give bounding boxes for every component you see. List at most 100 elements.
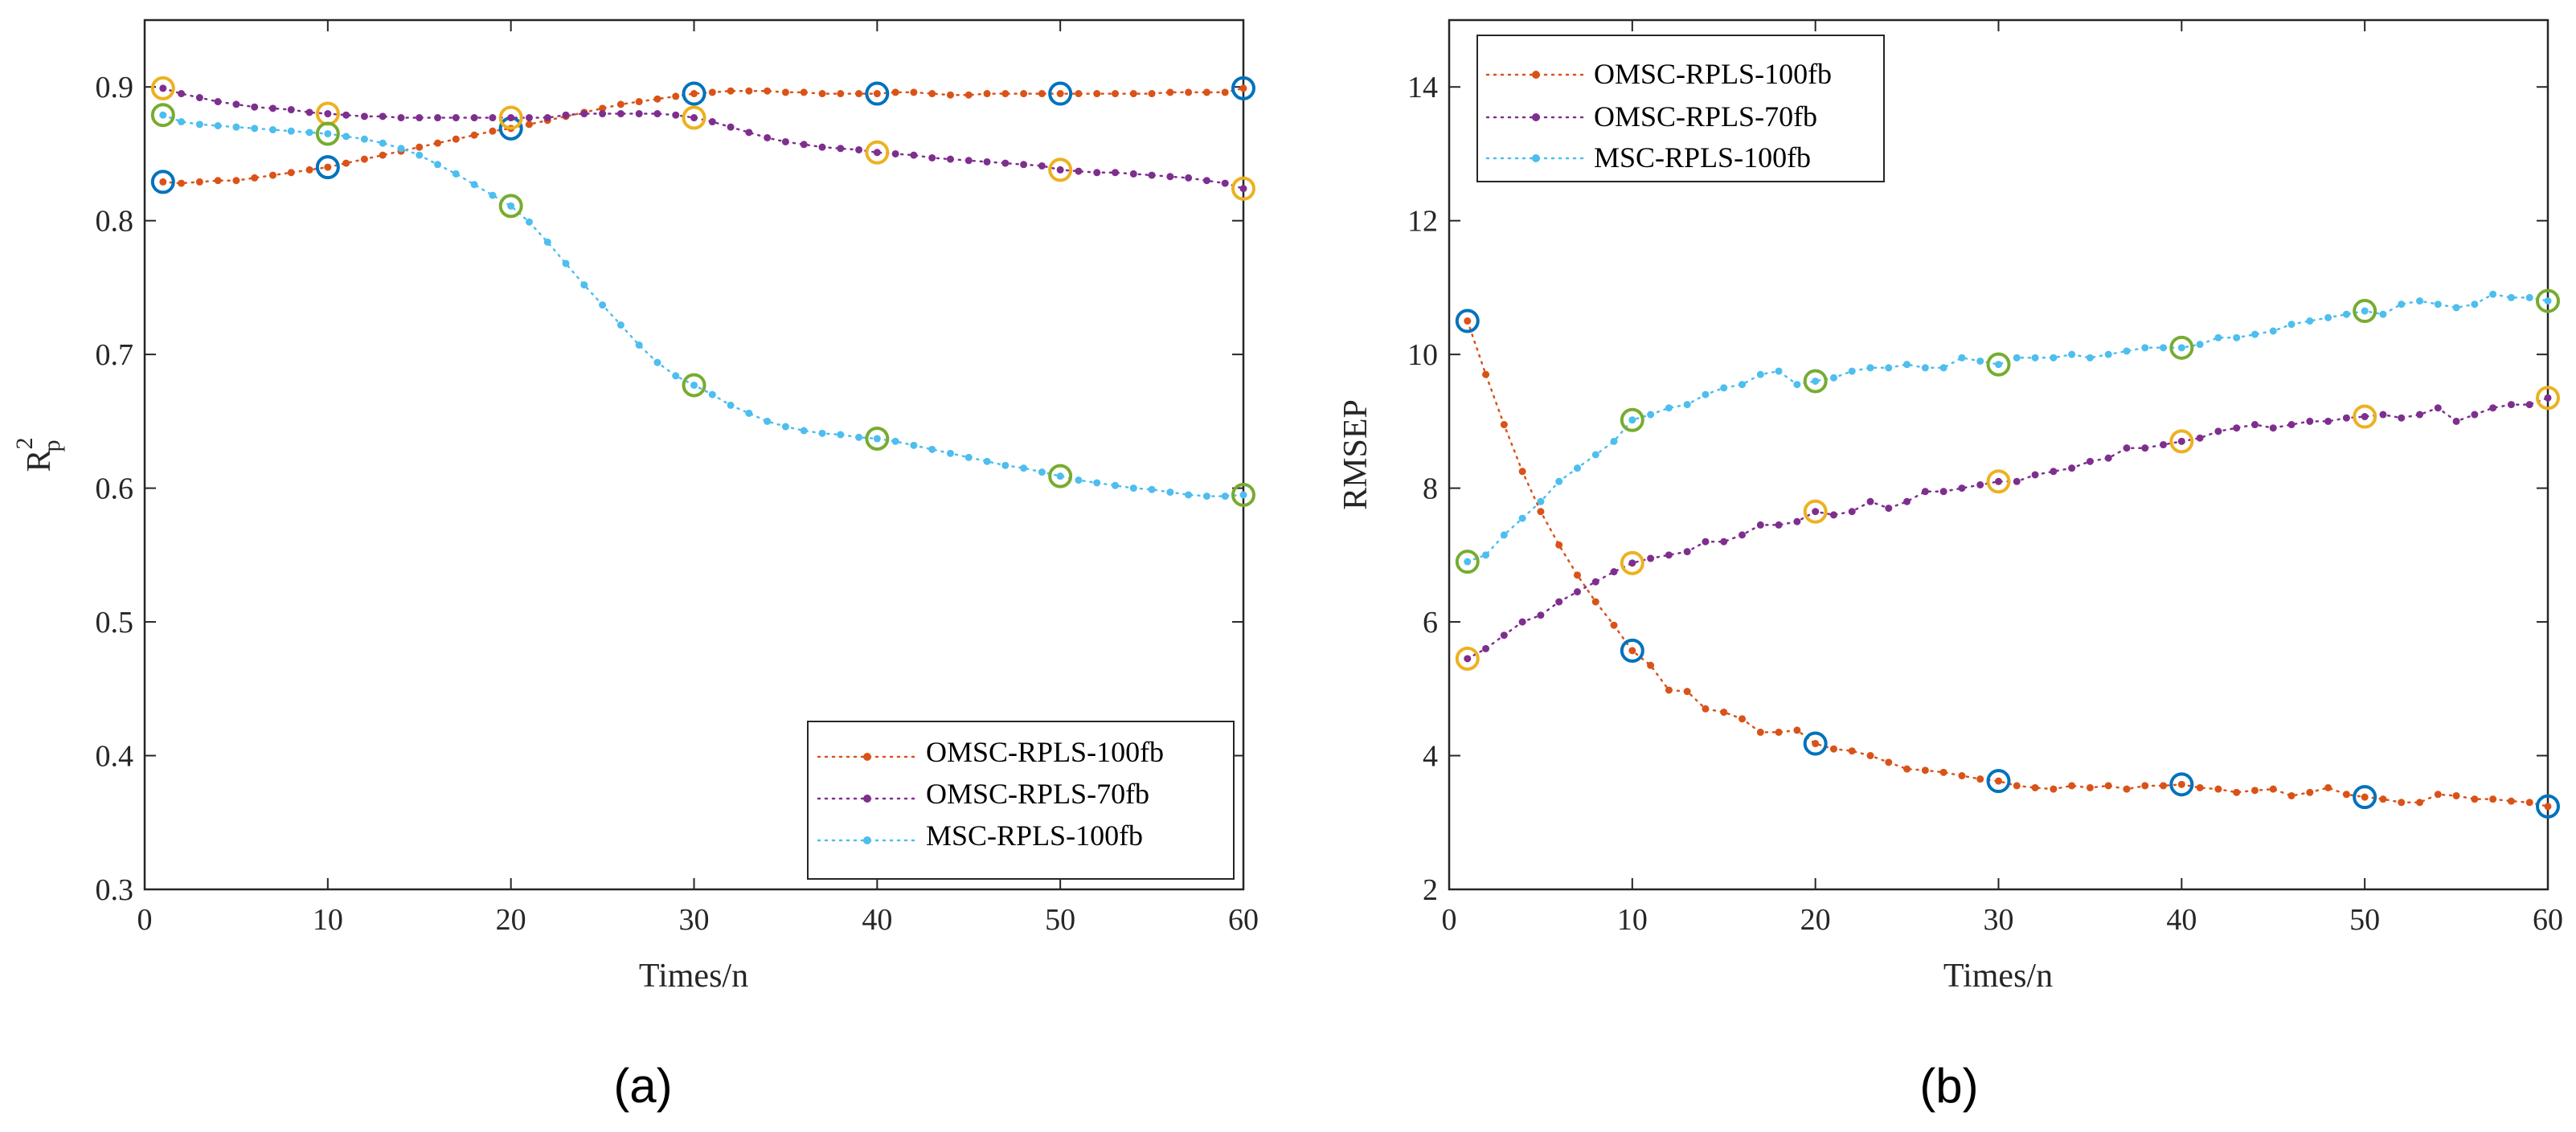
chart-a-series-1-point [507,114,515,122]
chart-a-series-1-point [397,114,405,122]
chart-b-series-2-point [1610,437,1618,445]
chart-b-series-1-point [2361,413,2369,421]
chart-b-series-2-marker-1 [1620,407,1644,432]
chart-b-xtick-label-3: 30 [1984,903,2014,937]
chart-b-series-0-point [1885,758,1893,766]
chart-b-series-0-point [2123,785,2131,793]
chart-a-series-0-point [1075,90,1083,98]
chart-b-series-1-point [1720,537,1728,546]
chart-a-series-2-point [507,202,515,210]
chart-b-series-1-point [1921,488,1929,496]
chart-a-series-0-point [983,90,991,98]
chart-a-series-1-point [837,145,845,153]
chart-b-series-1-point [2086,457,2094,465]
chart-a-ytick-label-0: 0.3 [96,873,134,907]
chart-b-series-2-point [2196,341,2204,349]
chart-a-series-1-point [873,149,881,157]
chart-b-series-1-point [1591,578,1599,586]
chart-a-series [150,76,1255,507]
chart-a-series-1-point [214,98,222,106]
chart-b-series-0-point [1976,775,1984,783]
chart-b-series-1-point [2452,417,2460,425]
chart-a-series-1-point [946,155,954,163]
chart-b-legend-entry-0: OMSC-RPLS-100fb [1594,58,1832,90]
chart-b-series-1-point [1829,511,1837,519]
chart-b-series-2-point [1848,367,1856,375]
chart-a-legend: OMSC-RPLS-100fb OMSC-RPLS-70fb MSC-RPLS-… [807,721,1235,880]
chart-a-series-1-point [489,114,497,122]
chart-b-series-2-point [2287,321,2295,329]
chart-a-ytick-label-4: 0.7 [96,338,134,372]
chart-a-series-2-point [708,390,716,398]
chart-b-series-1-point [1573,588,1581,596]
chart-a-series-1-point [324,110,332,118]
chart-a-series-2-point [1148,485,1156,493]
panel-label-b: (b) [1919,1059,1978,1113]
chart-b-series-1-point [1812,508,1820,516]
chart-a-series-2-point [324,129,332,137]
chart-b-series-0-point [1482,370,1490,378]
chart-b-series-2-point [2471,300,2479,309]
chart-a-series-1-point [525,114,533,122]
chart-a-series-0-point [1221,88,1229,96]
chart-a-series-1-point [599,110,607,118]
chart-b-series-1-point [1995,477,2002,485]
chart-a-series-0-point [287,169,295,177]
chart-b-series-0-point [1464,317,1472,325]
chart-a-xtick-label-5: 50 [1045,903,1075,937]
chart-b-series-2-point [2416,297,2424,305]
chart-a: 0 10 20 30 40 50 60 0.3 0.4 0.5 0.6 0.7 0.8 0.9 Times… [11,18,1259,995]
chart-a-legend-dot-2 [863,836,871,844]
chart-b-series-1-point [2160,441,2168,449]
chart-b-series-1-point [1903,497,1911,505]
chart-b: 0 10 20 30 40 50 60 2 4 6 8 10 12 14 Times/n RMSEP OM… [1337,18,2563,995]
chart-b-series-0-point [2104,782,2112,790]
chart-a-series-1-point [195,94,203,102]
chart-b-series-0-point [1903,765,1911,773]
chart-a-series-0-point [1093,90,1101,98]
chart-a-series-0-point [1166,88,1174,96]
chart-b-series-1-marker-2 [1803,499,1828,524]
chart-b-xtick-label-6: 60 [2533,903,2563,937]
chart-b-series-1-point [1866,497,1874,505]
chart-b-series-1-point [1610,568,1618,576]
chart-a-series-0-point [837,90,845,98]
chart-b-series-1-point [1738,531,1747,539]
chart-b-series-0-point [1848,747,1856,755]
chart-a-series-0-point [525,121,533,129]
chart-a-series-2-point [397,145,405,153]
chart-a-series-2-point [1075,476,1083,484]
chart-a-series-1-point [1075,167,1083,175]
chart-b-series-2-point [1976,357,1984,365]
chart-b-xtick-label-0: 0 [1442,903,1457,937]
chart-b-series-0-point [1702,705,1710,713]
chart-b-series-2-point [2269,327,2277,335]
chart-a-series-1-marker-0 [150,76,175,100]
chart-a-series-0-point [635,98,643,106]
chart-a-series-2-point [305,129,313,137]
chart-a-series-0-point [818,90,826,98]
chart-a-series-0-point [708,88,716,96]
chart-b-legend-entry-2: MSC-RPLS-100fb [1594,141,1811,174]
chart-a-series-2-point [360,135,368,143]
chart-a-series-0-point [653,95,661,103]
chart-b-series-1-point [1702,537,1710,546]
chart-b-series-0-point [2471,795,2479,803]
chart-a-series-1-point [360,112,368,121]
chart-b-series-0-point [2544,803,2552,811]
chart-a-series-0-point [379,151,387,159]
chart-a-series-0-point [324,163,332,171]
chart-a-series-0-point [616,100,625,108]
chart-a-series-2-point [525,218,533,226]
chart-b-series-0-point [1829,745,1837,753]
chart-b-series-0-point [2434,791,2442,799]
chart-a-series-2-point [873,435,881,443]
chart-a-series-0-point [489,127,497,135]
chart-b-series-1-marker-4 [2169,429,2194,454]
chart-b-series-0-point [2086,783,2094,791]
chart-b-series-1-point [2141,444,2149,452]
chart-b-series-0-point [1518,468,1526,476]
chart-b-series-1-point [2398,414,2406,422]
chart-b-series-0-point [1939,768,1947,776]
chart-b-series-2-point [2306,317,2314,325]
